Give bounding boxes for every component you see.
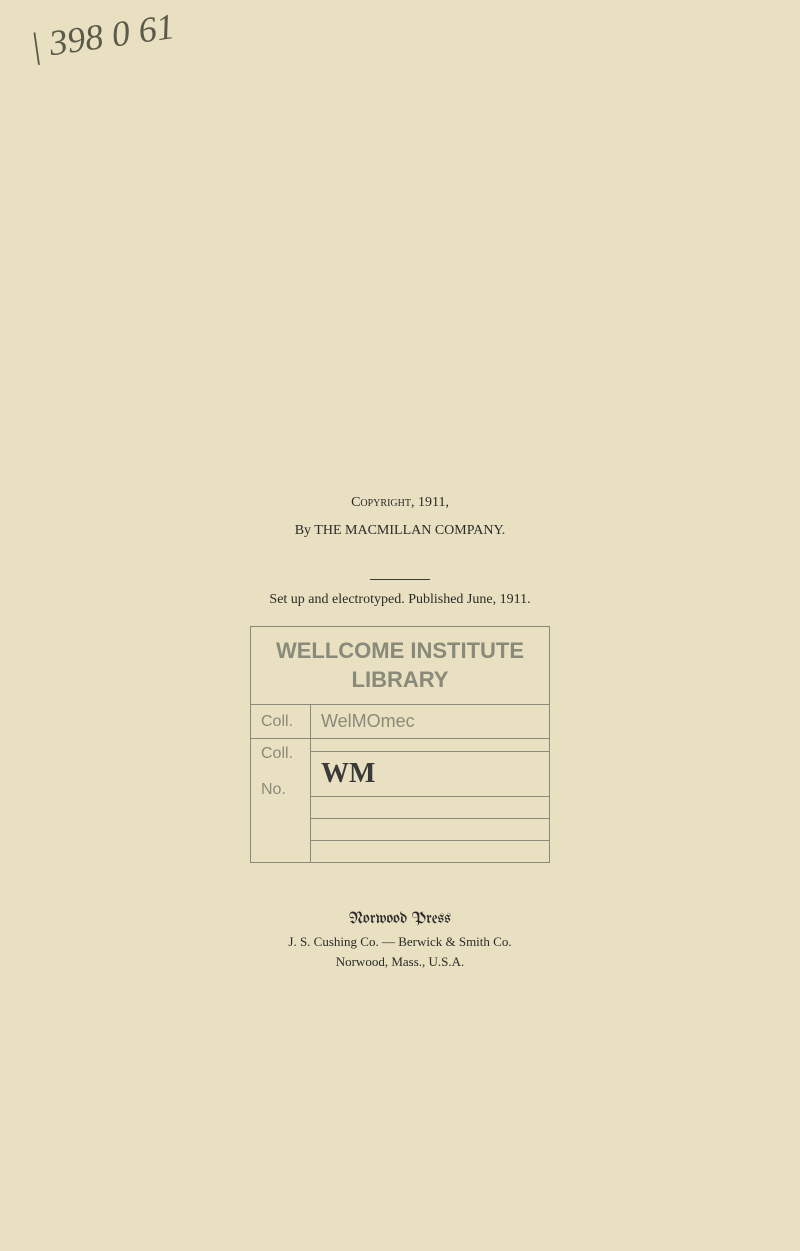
library-stamp: WELLCOME INSTITUTE LIBRARY Coll. WelMOme… [250,626,550,863]
press-line3: Norwood, Mass., U.S.A. [0,952,800,972]
stamp-empty-row-2 [311,819,550,841]
press-name: Norwood Press [0,908,800,932]
divider-rule [370,579,430,580]
publisher-text: By THE MACMILLAN COMPANY. [0,523,800,539]
stamp-header: WELLCOME INSTITUTE LIBRARY [251,627,550,705]
copyright-text: Copyright, 1911, [0,495,800,511]
stamp-header-line2: LIBRARY [352,667,449,692]
stamp-coll1-label: Coll. [251,705,311,739]
handwritten-wm: WM [321,758,375,789]
press-line2: J. S. Cushing Co. — Berwick & Smith Co. [0,932,800,952]
setup-text: Set up and electrotyped. Published June,… [0,592,800,608]
handwritten-margin-note: | 398 0 61 [28,5,177,67]
stamp-left-merged: Coll. No. [251,739,311,863]
stamp-header-line1: WELLCOME INSTITUTE [276,638,524,663]
stamp-no-value: WM [311,752,550,797]
press-block: Norwood Press J. S. Cushing Co. — Berwic… [0,908,800,971]
stamp-empty-row-3 [311,841,550,863]
stamp-empty-row-1 [311,797,550,819]
stamp-coll1-value: WelMOmec [311,705,550,739]
stamp-no-label: No. [261,781,286,798]
main-content: Copyright, 1911, By THE MACMILLAN COMPAN… [0,495,800,971]
stamp-coll2-label: Coll. [261,745,293,762]
stamp-coll2-value [311,739,550,752]
